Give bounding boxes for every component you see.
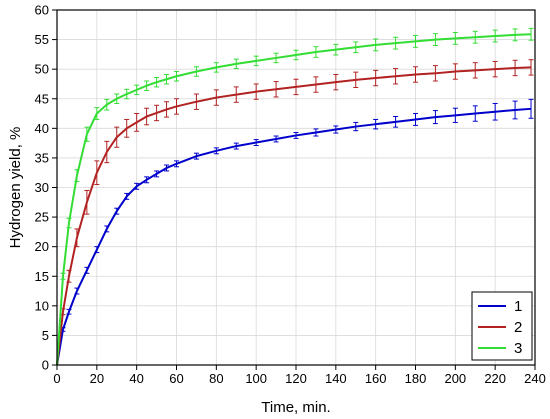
x-tick-label: 140 (325, 371, 347, 386)
x-tick-label: 20 (90, 371, 104, 386)
y-tick-label: 10 (35, 298, 49, 313)
y-tick-label: 60 (35, 3, 49, 18)
x-tick-label: 80 (209, 371, 223, 386)
x-axis-title: Time, min. (261, 399, 330, 416)
legend-label-1: 1 (514, 298, 522, 315)
y-tick-label: 5 (42, 328, 49, 343)
series-1 (56, 98, 534, 366)
y-tick-label: 35 (35, 150, 49, 165)
y-tick-label: 15 (35, 269, 49, 284)
y-tick-label: 40 (35, 121, 49, 136)
x-tick-label: 120 (285, 371, 307, 386)
y-tick-label: 50 (35, 62, 49, 77)
legend: 1 2 3 (471, 291, 533, 361)
x-tick-label: 60 (169, 371, 183, 386)
y-tick-label: 45 (35, 91, 49, 106)
series-2 (56, 59, 534, 366)
x-tick-label: 240 (524, 371, 546, 386)
y-tick-label: 20 (35, 239, 49, 254)
x-tick-label: 100 (245, 371, 267, 386)
series-3 (56, 27, 534, 366)
series-line-2 (56, 66, 532, 366)
axis-ticks: 0 20 40 60 80 100 120 140 160 180 200 220 2400510152… (35, 3, 546, 387)
x-tick-label: 200 (444, 371, 466, 386)
legend-label-2: 2 (514, 319, 522, 336)
y-axis-title: Hydrogen yield, % (7, 127, 24, 249)
series-line-3 (56, 33, 532, 366)
series-group (56, 27, 534, 366)
x-tick-label: 0 (53, 371, 60, 386)
legend-label-3: 3 (514, 340, 522, 357)
y-tick-label: 25 (35, 210, 49, 225)
x-tick-label: 160 (365, 371, 387, 386)
series-line-1 (56, 107, 532, 366)
y-tick-label: 30 (35, 180, 49, 195)
y-tick-label: 55 (35, 32, 49, 47)
y-tick-label: 0 (42, 358, 49, 373)
grid-lines (56, 9, 536, 366)
x-tick-label: 40 (129, 371, 143, 386)
x-tick-label: 220 (484, 371, 506, 386)
x-tick-label: 180 (405, 371, 427, 386)
